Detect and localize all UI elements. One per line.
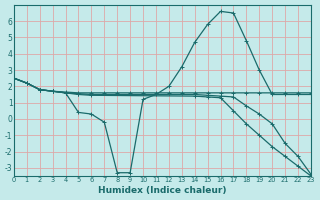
X-axis label: Humidex (Indice chaleur): Humidex (Indice chaleur) — [98, 186, 227, 195]
